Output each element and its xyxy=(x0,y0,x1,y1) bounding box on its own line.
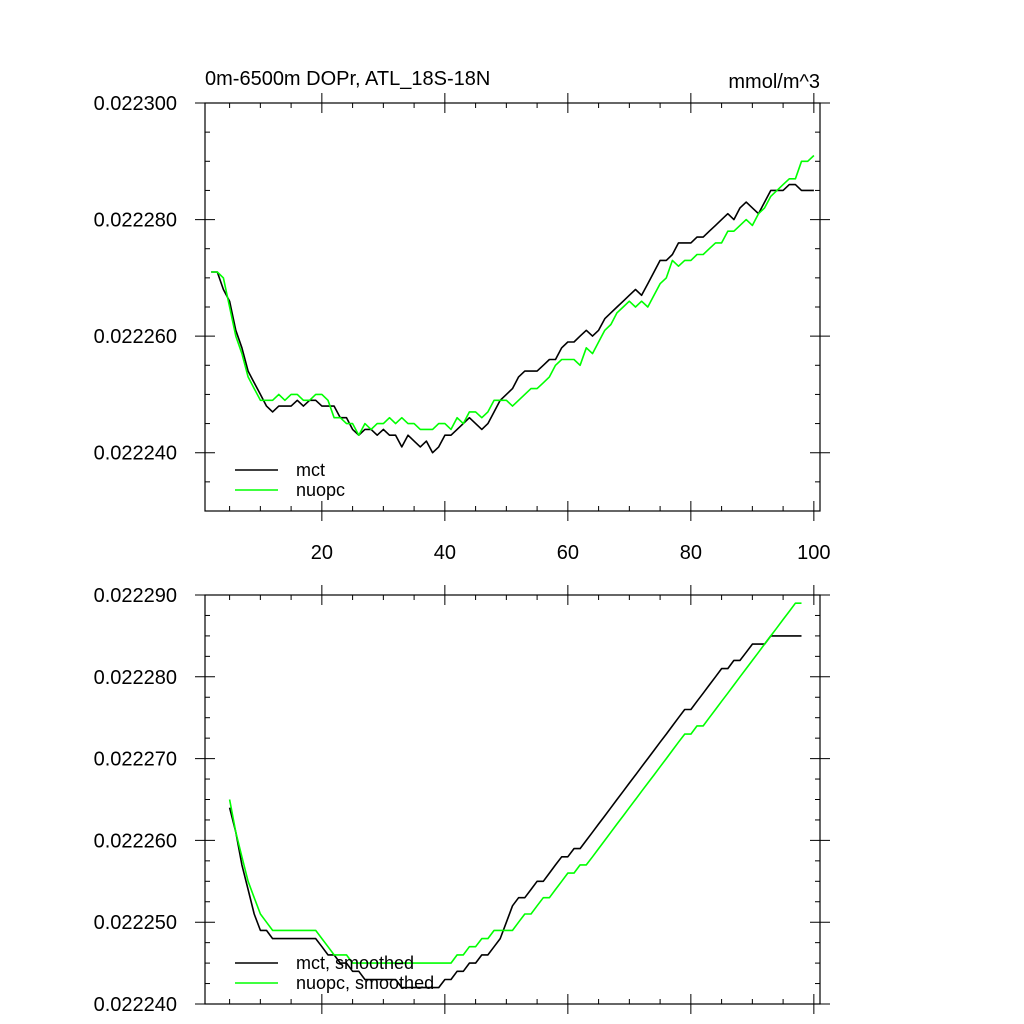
bottom-series-line-mct-smoothed xyxy=(228,635,802,989)
top-y-tick-label-1: 0.022260 xyxy=(94,326,177,348)
bottom-series-group xyxy=(228,602,802,989)
top-legend-label-nuopc: nuopc xyxy=(296,480,345,500)
bottom-y-tick-label-3: 0.022270 xyxy=(94,749,177,771)
top-x-tick-label-60: 60 xyxy=(557,542,579,564)
bottom-y-tick-label-5: 0.022290 xyxy=(94,585,177,607)
bottom-y-tick-label-2: 0.022260 xyxy=(94,830,177,852)
top-x-tick-label-40: 40 xyxy=(434,542,456,564)
bottom-minor-ticks xyxy=(205,595,820,1004)
top-panel-raw: 20 40 60 80 100 0.0222400.0222600.0222800.02… xyxy=(94,68,831,564)
top-minor-ticks xyxy=(205,103,820,512)
bottom-legend-label-mct-smoothed: mct, smoothed xyxy=(296,953,414,973)
top-chart-title: 0m-6500m DOPr, ATL_18S-18N xyxy=(205,68,490,90)
bottom-y-tick-label-1: 0.022250 xyxy=(94,912,177,934)
top-series-group xyxy=(211,154,815,454)
top-y-axis: 0.022240 0.022260 0.022280 0.022300 xyxy=(94,93,830,465)
top-series-line-mct xyxy=(211,183,814,454)
top-y-tick-label-2: 0.022280 xyxy=(94,210,177,232)
top-x-tick-label-80: 80 xyxy=(680,542,702,564)
top-x-tick-label-100: 100 xyxy=(797,542,830,564)
bottom-legend-label-nuopc-smoothed: nuopc, smoothed xyxy=(296,973,434,993)
top-y-tick-label-0: 0.022240 xyxy=(94,443,177,465)
bottom-series-line-nuopc-smoothed xyxy=(228,602,802,964)
bottom-panel-smoothed: 0.022240 0.022250 0.022260 0.022270 0.022280… xyxy=(94,585,830,1016)
top-legend-label-mct: mct xyxy=(296,460,325,480)
bottom-y-axis: 0.022240 0.022250 0.022260 0.022270 0.022280… xyxy=(94,585,830,1016)
top-chart-units: mmol/m^3 xyxy=(728,71,820,93)
bottom-y-tick-label-0: 0.022240 xyxy=(94,994,177,1016)
top-x-axis: 20 40 60 80 100 xyxy=(311,93,831,564)
top-series-line-nuopc xyxy=(211,154,815,437)
bottom-y-tick-label-4: 0.022280 xyxy=(94,667,177,689)
bottom-x-axis xyxy=(321,585,815,1014)
top-x-tick-label-20: 20 xyxy=(311,542,333,564)
top-y-tick-label-3: 0.022300 xyxy=(94,93,177,115)
